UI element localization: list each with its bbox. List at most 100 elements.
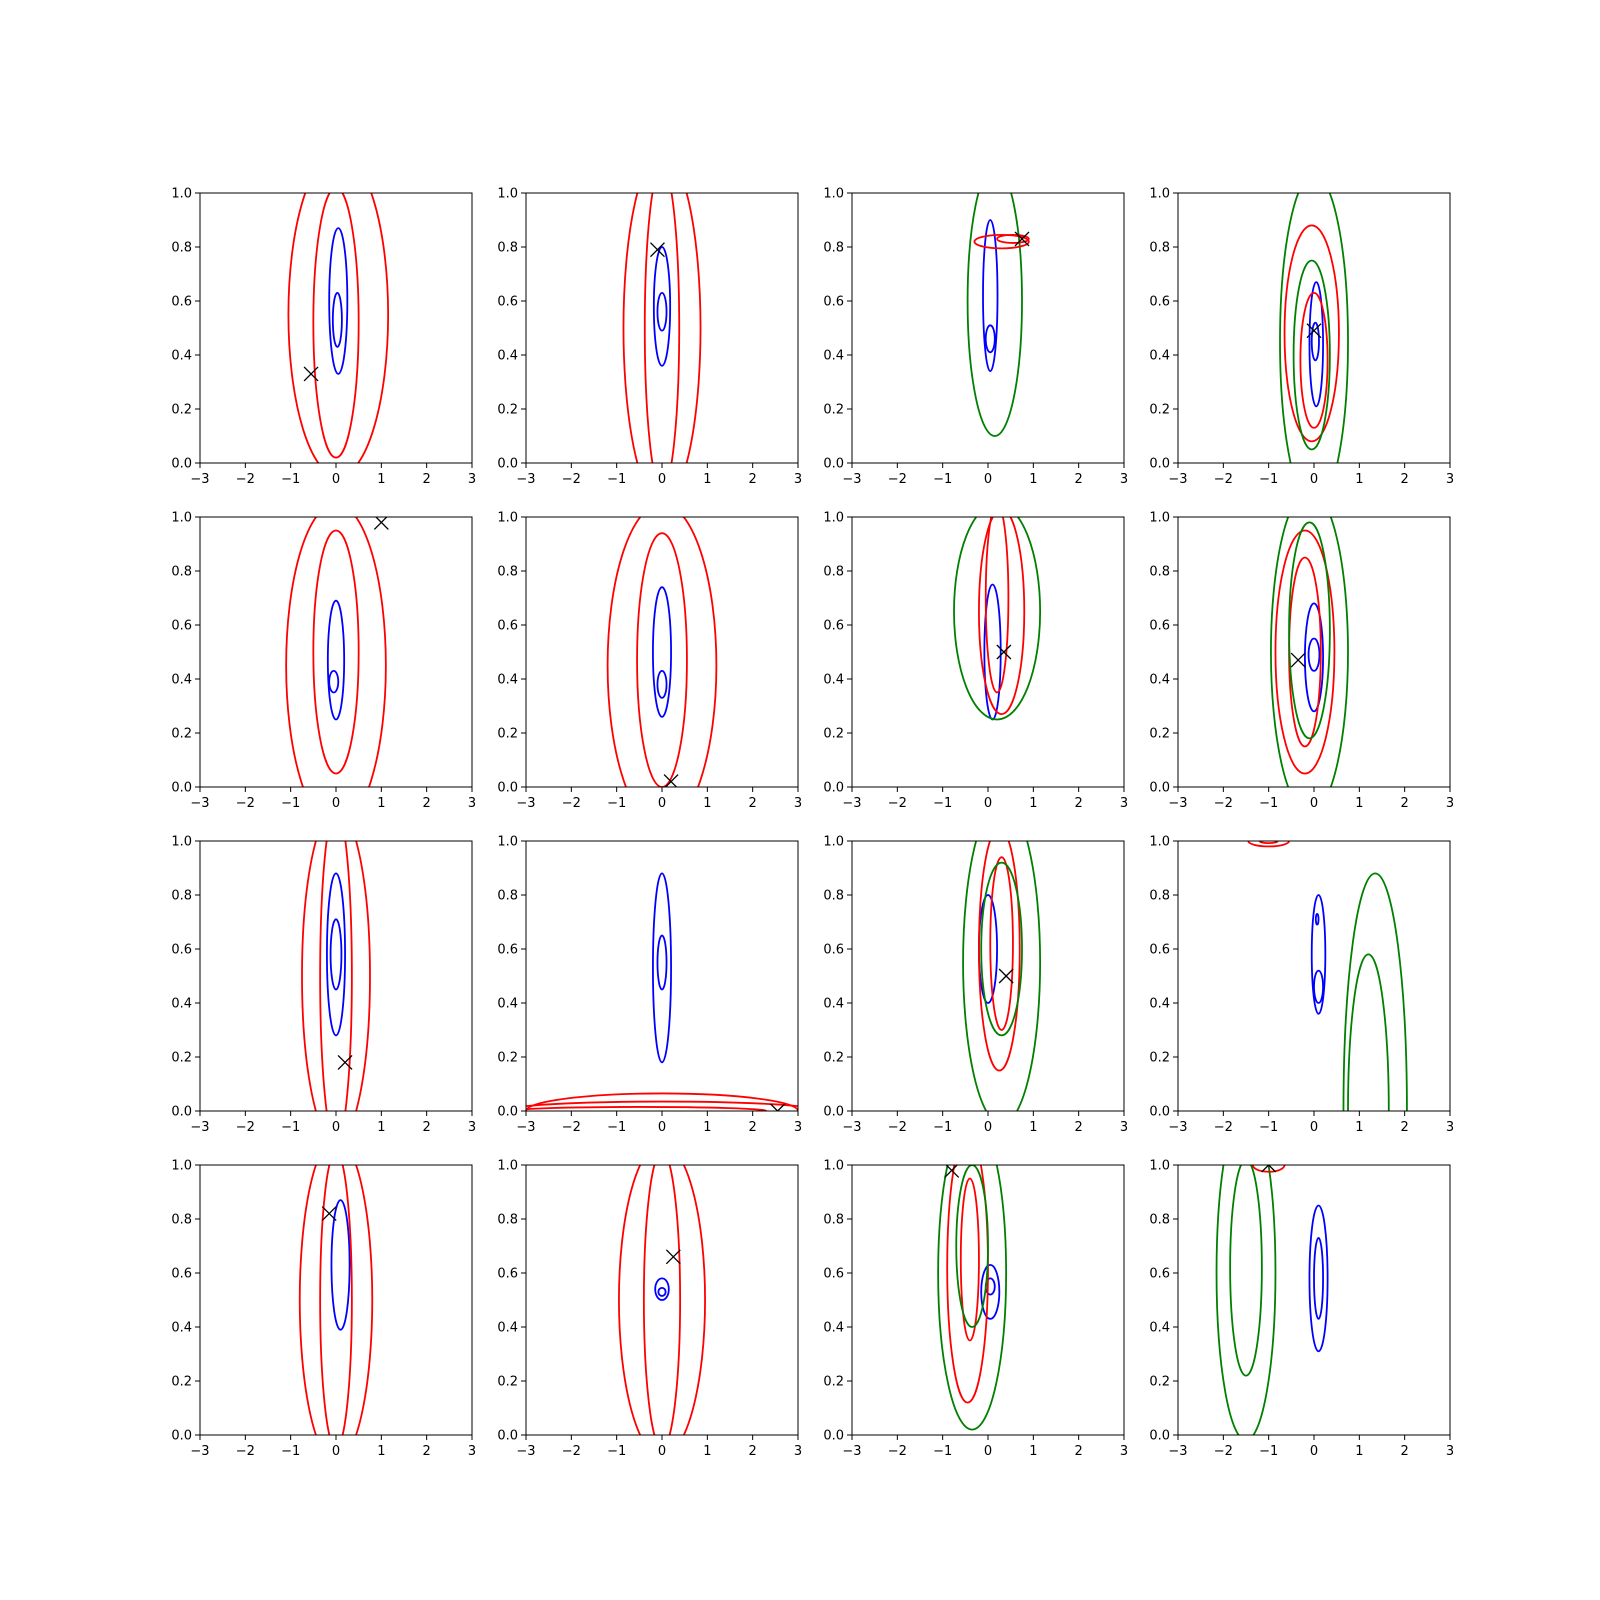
x-tick-label: 0 (332, 1120, 340, 1135)
y-tick-label: 0.8 (823, 1213, 844, 1228)
x-tick-label: 0 (1310, 472, 1318, 487)
y-tick-label: 0.4 (1149, 997, 1170, 1012)
red-contour (622, 193, 702, 463)
x-tick-label: −2 (236, 472, 255, 487)
x-tick-label: 3 (1446, 1120, 1454, 1135)
x-tick-label: 1 (377, 1120, 385, 1135)
red-contour (606, 517, 718, 787)
x-tick-label: 2 (1401, 472, 1409, 487)
axes-frame (199, 516, 473, 788)
red-contour (312, 193, 360, 459)
red-contour (946, 1165, 989, 1404)
y-tick-label: 1.0 (171, 187, 192, 202)
x-tick-label: −2 (888, 1120, 907, 1135)
axes-frame (1177, 840, 1451, 1112)
y-tick-label: 0.6 (497, 943, 518, 958)
x-tick-label: −1 (933, 1120, 952, 1135)
green-contour (937, 1165, 1008, 1431)
x-tick-label: 3 (468, 1444, 476, 1459)
x-tick-label: 2 (1075, 1444, 1083, 1459)
x-tick-label: −1 (1259, 1444, 1278, 1459)
x-tick-label: −3 (516, 472, 535, 487)
x-tick-label: −1 (607, 1120, 626, 1135)
y-tick-label: 1.0 (1149, 1159, 1170, 1174)
x-tick-label: 2 (749, 1120, 757, 1135)
y-tick-label: 0.0 (171, 781, 192, 796)
blue-contour (326, 599, 346, 721)
y-tick-label: 0.8 (1149, 241, 1170, 256)
green-contour (1292, 259, 1331, 451)
y-tick-label: 0.2 (171, 727, 192, 742)
x-tick-label: −3 (1168, 796, 1187, 811)
plot-area (622, 193, 702, 463)
x-tick-label: 0 (658, 1444, 666, 1459)
y-tick-label: 0.6 (1149, 943, 1170, 958)
x-tick-label: 3 (1446, 472, 1454, 487)
blue-contour (1308, 281, 1324, 408)
x-tick-label: 1 (377, 1444, 385, 1459)
x-tick-label: 2 (749, 472, 757, 487)
plot-area (937, 1165, 1008, 1431)
x-tick-label: −3 (516, 796, 535, 811)
y-tick-label: 0.0 (1149, 1429, 1170, 1444)
plot-area (1270, 517, 1349, 787)
plot-area (962, 841, 1042, 1111)
y-tick-label: 0.0 (1149, 781, 1170, 796)
red-contour (636, 532, 688, 787)
green-contour (1215, 1165, 1277, 1435)
plot-area (298, 1165, 374, 1435)
red-contour (526, 1100, 798, 1108)
y-tick-label: 0.4 (823, 349, 844, 364)
y-tick-label: 0.8 (1149, 889, 1170, 904)
x-tick-label: 3 (468, 1120, 476, 1135)
axes-frame (525, 516, 799, 788)
blue-contour (652, 246, 672, 367)
red-contour (298, 1165, 374, 1435)
y-tick-label: 0.6 (497, 295, 518, 310)
y-tick-label: 0.6 (823, 1267, 844, 1282)
x-tick-label: 0 (1310, 1120, 1318, 1135)
green-contour (966, 193, 1023, 437)
x-tick-label: 3 (1120, 472, 1128, 487)
blue-contour (654, 1277, 670, 1301)
x-tick-label: −3 (516, 1444, 535, 1459)
y-tick-label: 1.0 (1149, 187, 1170, 202)
x-tick-label: 2 (1401, 1120, 1409, 1135)
x-tick-label: −1 (1259, 472, 1278, 487)
y-tick-label: 0.8 (497, 889, 518, 904)
x-tick-label: 2 (423, 796, 431, 811)
x-tick-label: 1 (1355, 1444, 1363, 1459)
y-tick-label: 1.0 (497, 835, 518, 850)
y-tick-label: 0.2 (1149, 727, 1170, 742)
plot-area (301, 841, 371, 1111)
y-tick-label: 1.0 (823, 187, 844, 202)
axes-frame (525, 840, 799, 1112)
x-marker (998, 968, 1014, 984)
x-tick-label: −2 (888, 1444, 907, 1459)
blue-contour (1308, 1204, 1329, 1353)
green-contour (962, 841, 1042, 1111)
x-tick-label: 0 (332, 796, 340, 811)
x-marker (1290, 652, 1306, 668)
x-marker (373, 517, 389, 530)
red-contour (643, 193, 681, 463)
x-tick-label: −1 (281, 796, 300, 811)
blue-contour (983, 583, 1002, 721)
x-marker (1306, 323, 1322, 339)
axes-frame (525, 192, 799, 464)
x-tick-label: −3 (842, 1444, 861, 1459)
y-tick-label: 0.0 (1149, 457, 1170, 472)
x-tick-label: −1 (281, 472, 300, 487)
green-contour (953, 517, 1042, 721)
x-tick-label: 3 (794, 472, 802, 487)
y-tick-label: 0.2 (823, 403, 844, 418)
y-tick-label: 1.0 (823, 511, 844, 526)
y-tick-label: 0.2 (823, 1051, 844, 1066)
x-tick-label: −1 (607, 796, 626, 811)
y-tick-label: 1.0 (823, 1159, 844, 1174)
red-contour (319, 841, 353, 1111)
y-tick-label: 0.4 (497, 349, 518, 364)
red-contour (285, 517, 387, 787)
red-contour (319, 1165, 353, 1435)
red-contour (1283, 224, 1340, 443)
